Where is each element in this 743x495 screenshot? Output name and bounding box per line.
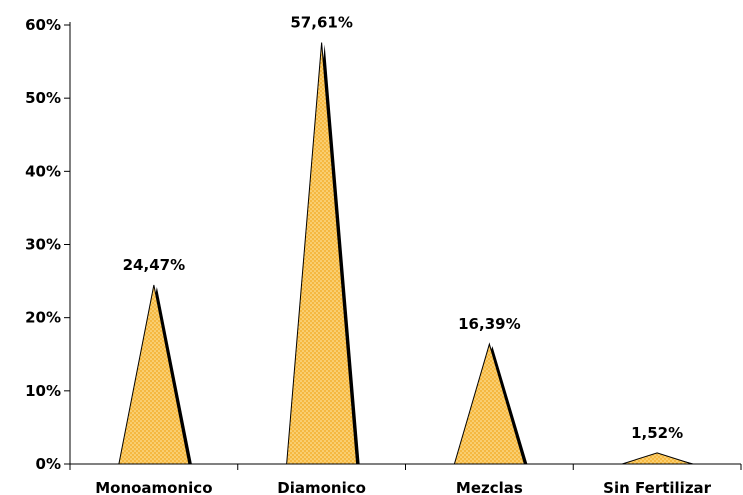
category-labels: Monoamonico Diamonico Mezclas Sin Fertiliza… bbox=[95, 479, 711, 495]
bar bbox=[286, 42, 358, 465]
category-label: Mezclas bbox=[456, 479, 523, 495]
category-label: Diamonico bbox=[277, 479, 366, 495]
y-axis-ticks: 0% 10% 20% 30% 40% 50% 60% bbox=[25, 16, 70, 473]
bar-series bbox=[118, 42, 696, 465]
data-label: 24,47% bbox=[123, 256, 185, 274]
y-tick-label: 40% bbox=[25, 162, 61, 180]
y-tick-label: 0% bbox=[36, 455, 61, 473]
data-labels: 24,47% 57,61% 16,39% 1,52% bbox=[123, 13, 684, 441]
y-tick-label: 20% bbox=[25, 309, 61, 327]
data-label: 57,61% bbox=[290, 13, 352, 31]
y-tick-label: 60% bbox=[25, 16, 61, 34]
y-tick-label: 10% bbox=[25, 382, 61, 400]
category-label: Sin Fertilizar bbox=[603, 479, 712, 495]
data-label: 16,39% bbox=[458, 315, 520, 333]
bar bbox=[621, 452, 693, 465]
bar bbox=[118, 284, 190, 465]
x-axis-ticks bbox=[69, 464, 742, 470]
data-label: 1,52% bbox=[631, 424, 683, 442]
y-tick-label: 30% bbox=[25, 236, 61, 254]
category-label: Monoamonico bbox=[95, 479, 212, 495]
bar bbox=[453, 342, 526, 465]
y-tick-label: 50% bbox=[25, 89, 61, 107]
